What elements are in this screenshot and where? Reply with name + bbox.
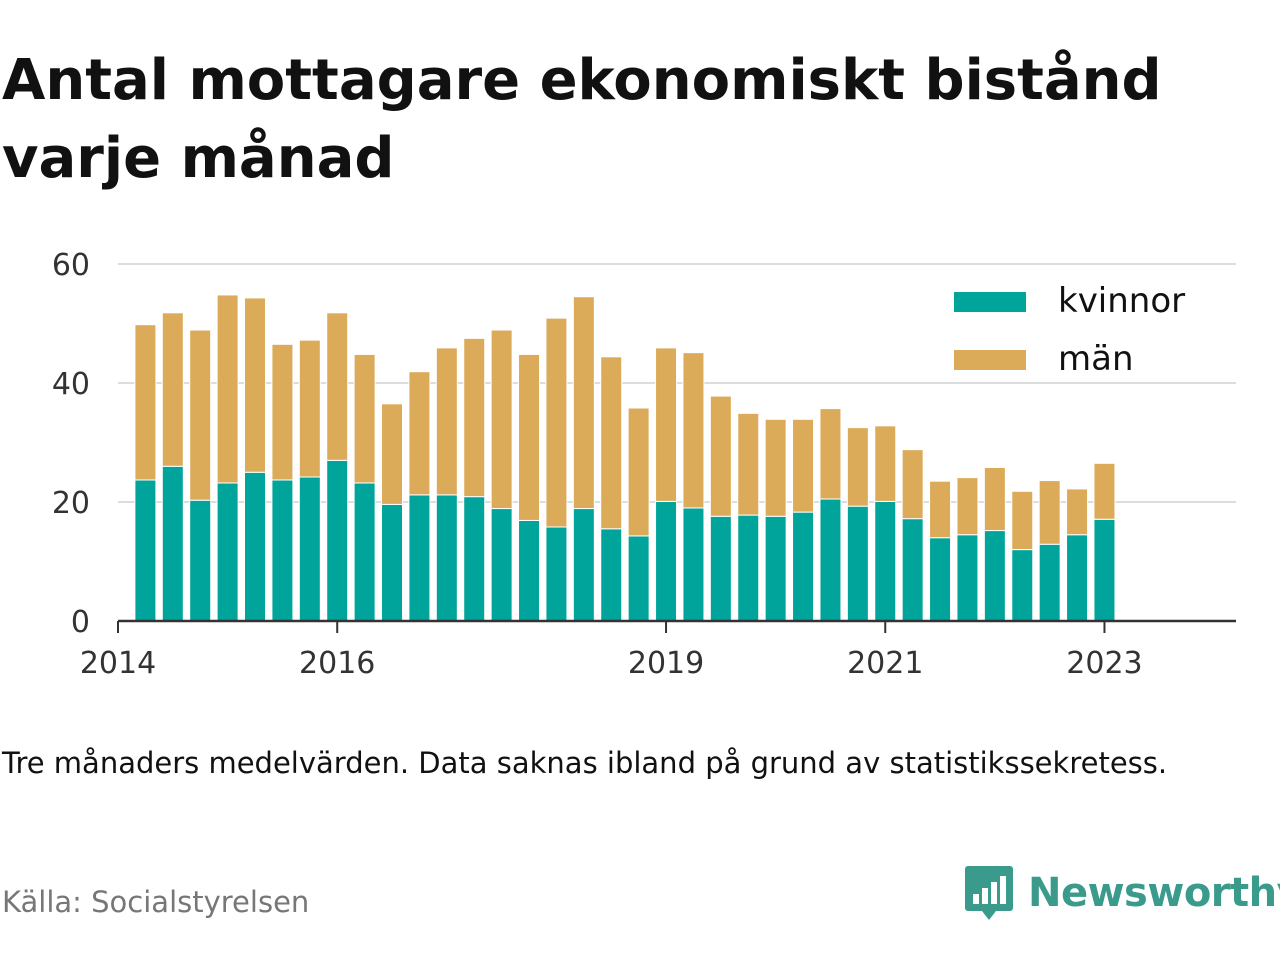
- bar-kvinnor-2020-Q3: [819, 498, 842, 622]
- bar-kvinnor-2016-Q3: [381, 503, 404, 622]
- bar-kvinnor-2014-Q3: [161, 465, 184, 622]
- bar-kvinnor-2023-Q1: [1093, 518, 1116, 622]
- bar-kvinnor-2020-Q2: [792, 511, 815, 622]
- y-tick-label: 0: [71, 605, 90, 640]
- bar-kvinnor-2014-Q4: [189, 499, 212, 622]
- chart-bubble-icon: [965, 866, 1013, 920]
- bar-kvinnor-2022-Q2: [1011, 549, 1034, 622]
- bar-man-2018-Q3: [600, 356, 623, 530]
- axes: 0 20 40 60 2014 2016 2019 2021 2023: [52, 248, 1236, 681]
- bar-man-2021-Q2: [901, 449, 924, 520]
- bar-man-2021-Q3: [929, 480, 952, 539]
- legend-label-kvinnor: kvinnor: [1058, 281, 1185, 321]
- bar-kvinnor-2019-Q3: [709, 515, 732, 622]
- bar-kvinnor-2018-Q4: [627, 535, 650, 622]
- bar-man-2016-Q3: [381, 403, 404, 505]
- bar-man-2020-Q2: [792, 418, 815, 513]
- bar-man-2017-Q4: [518, 353, 541, 521]
- bar-man-2018-Q1: [545, 317, 568, 528]
- bar-man-2015-Q4: [298, 339, 321, 478]
- bar-kvinnor-2018-Q3: [600, 528, 623, 622]
- bar-kvinnor-2018-Q2: [572, 508, 595, 622]
- x-tick-label: 2016: [299, 646, 375, 681]
- bar-man-2020-Q4: [846, 427, 869, 507]
- chart-note: Tre månaders medelvärden. Data saknas ib…: [2, 746, 1168, 780]
- y-tick-label: 40: [52, 367, 90, 402]
- bar-man-2020-Q1: [764, 418, 787, 517]
- bar-man-2016-Q2: [353, 353, 376, 484]
- bar-man-2017-Q2: [463, 337, 486, 498]
- y-tick-label: 20: [52, 486, 90, 521]
- bar-man-2015-Q1: [216, 294, 239, 484]
- bar-kvinnor-2017-Q3: [490, 508, 513, 622]
- bar-kvinnor-2019-Q4: [737, 514, 760, 622]
- bar-man-2014-Q3: [161, 312, 184, 467]
- bar-kvinnor-2014-Q2: [134, 479, 157, 622]
- bar-man-2014-Q4: [189, 329, 212, 501]
- bar-kvinnor-2015-Q2: [244, 471, 267, 622]
- bar-kvinnor-2016-Q2: [353, 482, 376, 622]
- bar-kvinnor-2022-Q1: [983, 530, 1006, 622]
- bar-kvinnor-2017-Q4: [518, 519, 541, 622]
- bar-kvinnor-2018-Q1: [545, 526, 568, 622]
- bar-man-2022-Q3: [1038, 480, 1061, 545]
- bar-kvinnor-2017-Q2: [463, 496, 486, 622]
- bar-man-2023-Q1: [1093, 462, 1116, 520]
- bar-man-2022-Q1: [983, 466, 1006, 532]
- bar-man-2015-Q3: [271, 343, 294, 481]
- bar-kvinnor-2017-Q1: [435, 494, 458, 622]
- bar-kvinnor-2022-Q3: [1038, 543, 1061, 622]
- bar-man-2019-Q3: [709, 395, 732, 517]
- bar-kvinnor-2019-Q2: [682, 507, 705, 622]
- bar-man-2021-Q4: [956, 477, 979, 536]
- newsworthy-logo: Newsworthy: [964, 864, 1280, 922]
- bar-man-2019-Q1: [655, 347, 678, 502]
- legend-swatch-kvinnor: [954, 292, 1026, 312]
- bar-kvinnor-2016-Q4: [408, 494, 431, 622]
- stacked-bar-chart: 0 20 40 60 2014 2016 2019 2021 2023 kvinnor män: [52, 248, 1236, 681]
- bar-man-2018-Q4: [627, 407, 650, 537]
- bar-man-2014-Q2: [134, 324, 157, 481]
- bar-man-2017-Q3: [490, 329, 513, 510]
- source-text: Källa: Socialstyrelsen: [2, 885, 310, 919]
- bar-kvinnor-2021-Q4: [956, 534, 979, 622]
- y-tick-label: 60: [52, 248, 90, 283]
- bar-kvinnor-2021-Q1: [874, 500, 897, 622]
- x-tick-label: 2014: [80, 646, 156, 681]
- bar-kvinnor-2019-Q1: [655, 500, 678, 622]
- bar-kvinnor-2015-Q4: [298, 476, 321, 622]
- legend-label-man: män: [1058, 339, 1134, 379]
- bar-kvinnor-2015-Q1: [216, 482, 239, 622]
- bar-man-2017-Q1: [435, 347, 458, 496]
- legend: kvinnor män: [935, 270, 1207, 382]
- brand-name: Newsworthy: [1028, 870, 1280, 916]
- bar-kvinnor-2020-Q4: [846, 505, 869, 622]
- bar-man-2015-Q2: [244, 297, 267, 473]
- bar-man-2016-Q1: [326, 312, 349, 461]
- bar-man-2021-Q1: [874, 425, 897, 502]
- bar-man-2020-Q3: [819, 408, 842, 500]
- bar-man-2019-Q4: [737, 412, 760, 516]
- bar-man-2018-Q2: [572, 296, 595, 510]
- legend-swatch-man: [954, 350, 1026, 370]
- x-tick-label: 2021: [847, 646, 923, 681]
- bar-man-2022-Q2: [1011, 490, 1034, 551]
- bar-kvinnor-2021-Q2: [901, 518, 924, 622]
- bar-kvinnor-2016-Q1: [326, 459, 349, 622]
- bar-kvinnor-2022-Q4: [1066, 534, 1089, 622]
- bar-kvinnor-2020-Q1: [764, 515, 787, 622]
- bar-man-2016-Q4: [408, 371, 431, 496]
- bar-kvinnor-2015-Q3: [271, 479, 294, 622]
- x-tick-label: 2019: [628, 646, 704, 681]
- chart-title: Antal mottagare ekonomiskt bistånd varje…: [2, 48, 1162, 191]
- x-tick-label: 2023: [1066, 646, 1142, 681]
- bar-kvinnor-2021-Q3: [929, 537, 952, 622]
- bar-man-2019-Q2: [682, 352, 705, 509]
- bar-man-2022-Q4: [1066, 488, 1089, 536]
